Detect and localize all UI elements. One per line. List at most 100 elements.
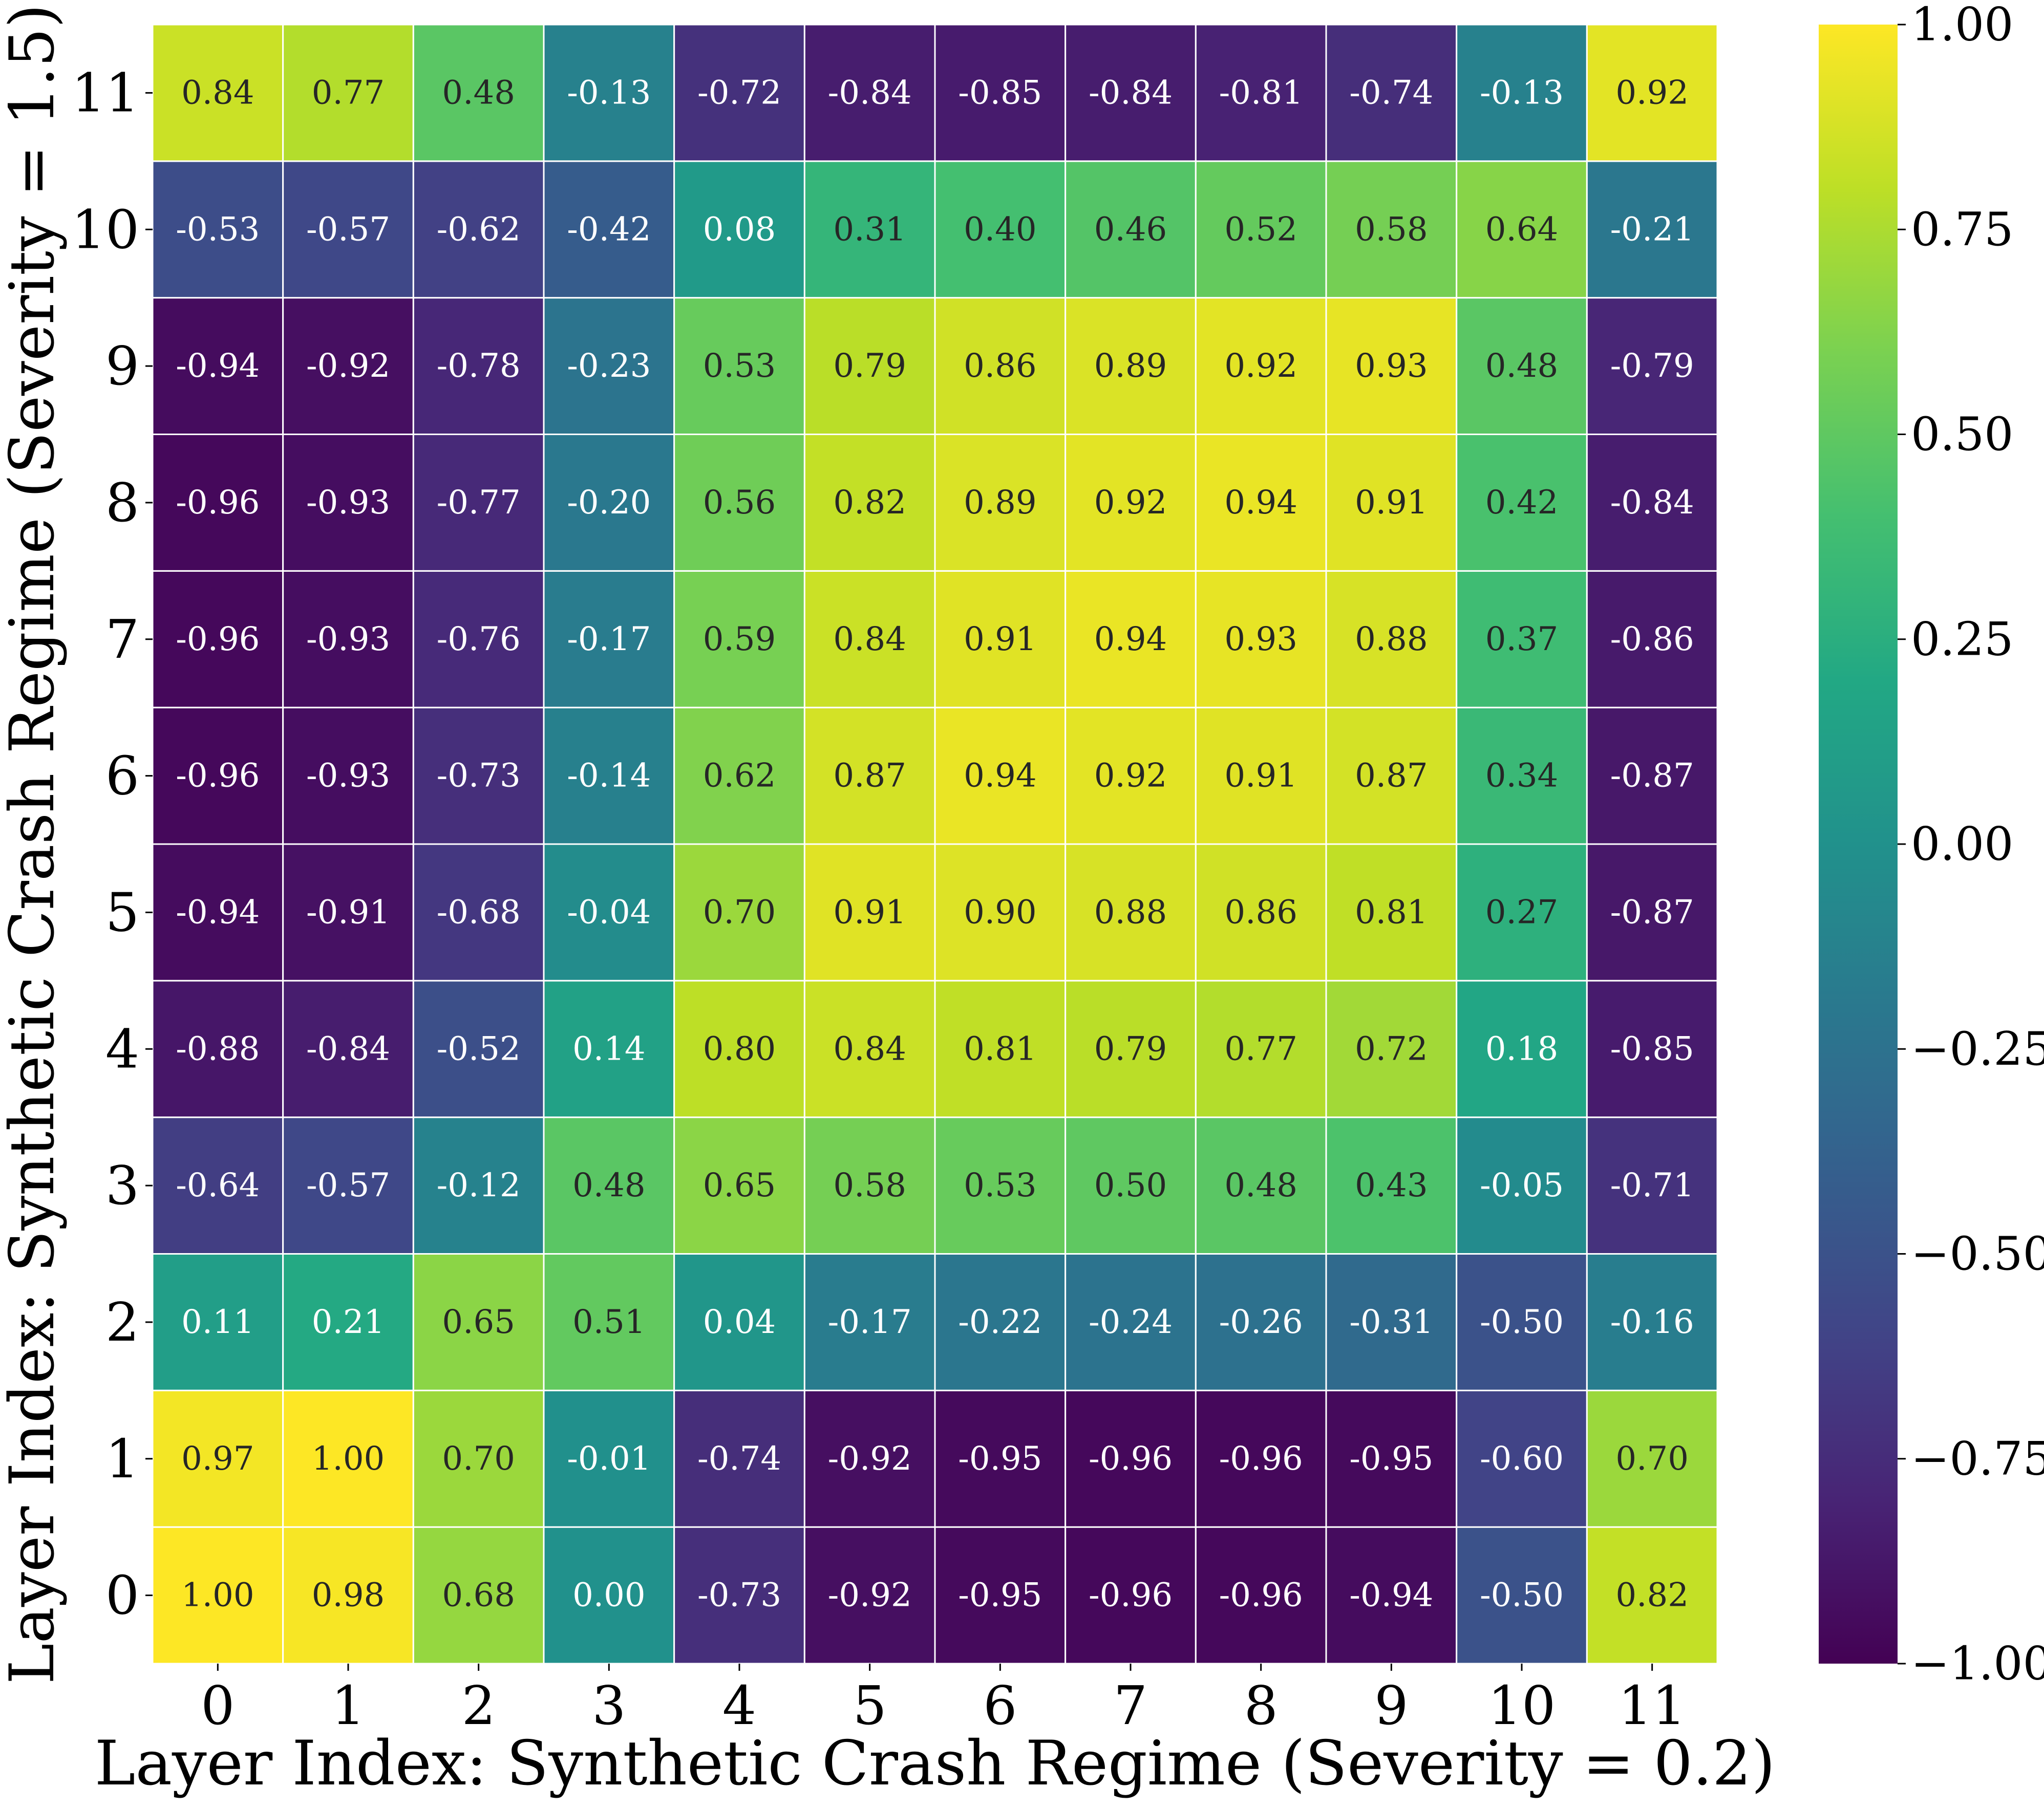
heatmap-cell xyxy=(803,434,936,572)
cell-value-label: -0.71 xyxy=(1610,1167,1694,1204)
heatmap-cell xyxy=(1325,1116,1458,1255)
colorbar-tick-label: −0.75 xyxy=(1911,1432,2044,1485)
cell-value-label: 0.79 xyxy=(1094,1030,1167,1068)
cell-value-label: 0.94 xyxy=(964,757,1037,795)
cell-value-label: -0.13 xyxy=(567,74,651,112)
cell-value-label: -0.01 xyxy=(567,1440,651,1478)
cell-value-label: -0.92 xyxy=(828,1577,912,1614)
heatmap-cell xyxy=(152,160,284,299)
cell-value-label: 0.50 xyxy=(1094,1167,1167,1204)
heatmap-cell xyxy=(1325,843,1458,982)
y-tick-label: 6 xyxy=(105,745,139,807)
cell-value-label: -0.62 xyxy=(437,210,521,248)
cell-value-label: -0.86 xyxy=(1610,620,1694,658)
cell-value-label: -0.96 xyxy=(1089,1577,1173,1614)
colorbar-tick-label: −0.25 xyxy=(1911,1022,2044,1076)
x-tick-label: 5 xyxy=(853,1674,887,1737)
heatmap-cell xyxy=(1195,24,1327,162)
x-axis-ticks: 0 1 2 3 4 5 6 7 8 9 10 11 xyxy=(201,1664,1686,1737)
heatmap-cell xyxy=(934,843,1067,982)
heatmap-cell xyxy=(543,843,675,982)
cell-value-label: -0.24 xyxy=(1089,1303,1173,1341)
cell-value-label: 0.40 xyxy=(964,210,1037,248)
x-tick-label: 9 xyxy=(1374,1674,1408,1737)
y-tick-label: 11 xyxy=(72,61,139,124)
heatmap-cell xyxy=(934,1389,1067,1528)
x-tick-label: 2 xyxy=(462,1674,496,1737)
cell-value-label: 0.65 xyxy=(703,1167,776,1204)
heatmap-cell xyxy=(412,706,545,845)
heatmap-cell xyxy=(1195,706,1327,845)
heatmap-cell xyxy=(152,980,284,1118)
heatmap-cell xyxy=(1064,297,1197,436)
cell-value-label: -0.73 xyxy=(437,757,521,795)
cell-value-label: -0.57 xyxy=(306,1167,390,1204)
x-tick-label: 4 xyxy=(722,1674,756,1737)
cell-value-label: -0.42 xyxy=(567,210,651,248)
cell-value-label: -0.21 xyxy=(1610,210,1694,248)
y-axis-title: Layer Index: Synthetic Crash Regime (Sev… xyxy=(0,4,68,1684)
heatmap-cell xyxy=(1064,1389,1197,1528)
cell-value-label: -0.52 xyxy=(437,1030,521,1068)
heatmap-cell xyxy=(1586,1116,1718,1255)
cell-value-label: 0.31 xyxy=(833,210,906,248)
x-axis-title: Layer Index: Synthetic Crash Regime (Sev… xyxy=(95,1728,1775,1799)
cell-value-label: -0.22 xyxy=(958,1303,1042,1341)
cell-value-label: 0.53 xyxy=(964,1167,1037,1204)
cell-value-label: -0.88 xyxy=(176,1030,260,1068)
heatmap-cell xyxy=(673,1253,805,1391)
heatmap-cell xyxy=(803,1526,936,1665)
cell-value-label: 0.88 xyxy=(1355,620,1428,658)
cell-value-label: 0.34 xyxy=(1485,757,1559,795)
cell-value-label: -0.12 xyxy=(437,1167,521,1204)
x-tick-label: 3 xyxy=(592,1674,626,1737)
cell-value-label: -0.81 xyxy=(1219,74,1303,112)
cell-value-label: 0.91 xyxy=(833,893,906,931)
heatmap-cell xyxy=(1195,297,1327,436)
heatmap-cell xyxy=(543,1116,675,1255)
heatmap-cell xyxy=(152,706,284,845)
heatmap-cell xyxy=(282,24,414,162)
heatmap-cell xyxy=(412,160,545,299)
colorbar-tick-label: −1.00 xyxy=(1911,1637,2044,1691)
cell-value-label: 0.37 xyxy=(1485,620,1559,658)
heatmap-cell xyxy=(152,1253,284,1391)
heatmap-cell xyxy=(934,24,1067,162)
heatmap-cells: 1.00 0.98 0.68 0.00 -0.73 -0.92 -0.95 -0.96 -0.9… xyxy=(152,24,1718,1665)
heatmap-cell xyxy=(1586,1389,1718,1528)
cell-value-label: 0.87 xyxy=(833,757,906,795)
heatmap-cell xyxy=(543,1253,675,1391)
cell-value-label: -0.94 xyxy=(176,893,260,931)
cell-value-label: -0.93 xyxy=(306,620,390,658)
heatmap-cell xyxy=(1586,434,1718,572)
colorbar-tick-label: 0.25 xyxy=(1911,612,2013,666)
cell-value-label: 0.82 xyxy=(1615,1577,1689,1614)
heatmap-cell xyxy=(1456,706,1588,845)
heatmap-cell xyxy=(673,980,805,1118)
heatmap-cell xyxy=(934,297,1067,436)
heatmap-cell xyxy=(543,1526,675,1665)
cell-value-label: -0.87 xyxy=(1610,893,1694,931)
cell-value-label: 0.00 xyxy=(572,1577,646,1614)
heatmap-cell xyxy=(803,1389,936,1528)
cell-value-label: 0.18 xyxy=(1485,1030,1559,1068)
cell-value-label: 0.48 xyxy=(1224,1167,1297,1204)
heatmap-cell xyxy=(412,434,545,572)
cell-value-label: 0.93 xyxy=(1355,347,1428,385)
heatmap-cell xyxy=(152,1116,284,1255)
heatmap-cell xyxy=(282,980,414,1118)
cell-value-label: -0.95 xyxy=(958,1440,1042,1478)
heatmap-cell xyxy=(934,434,1067,572)
heatmap-cell xyxy=(1456,297,1588,436)
cell-value-label: -0.50 xyxy=(1480,1303,1564,1341)
heatmap-cell xyxy=(1325,297,1458,436)
y-tick-label: 3 xyxy=(105,1154,139,1217)
cell-value-label: -0.72 xyxy=(697,74,781,112)
heatmap-cell xyxy=(282,570,414,708)
cell-value-label: -0.05 xyxy=(1480,1167,1564,1204)
heatmap-cell xyxy=(1586,980,1718,1118)
heatmap-cell xyxy=(543,297,675,436)
heatmap-cell xyxy=(1064,1526,1197,1665)
cell-value-label: -0.79 xyxy=(1610,347,1694,385)
cell-value-label: -0.96 xyxy=(176,757,260,795)
